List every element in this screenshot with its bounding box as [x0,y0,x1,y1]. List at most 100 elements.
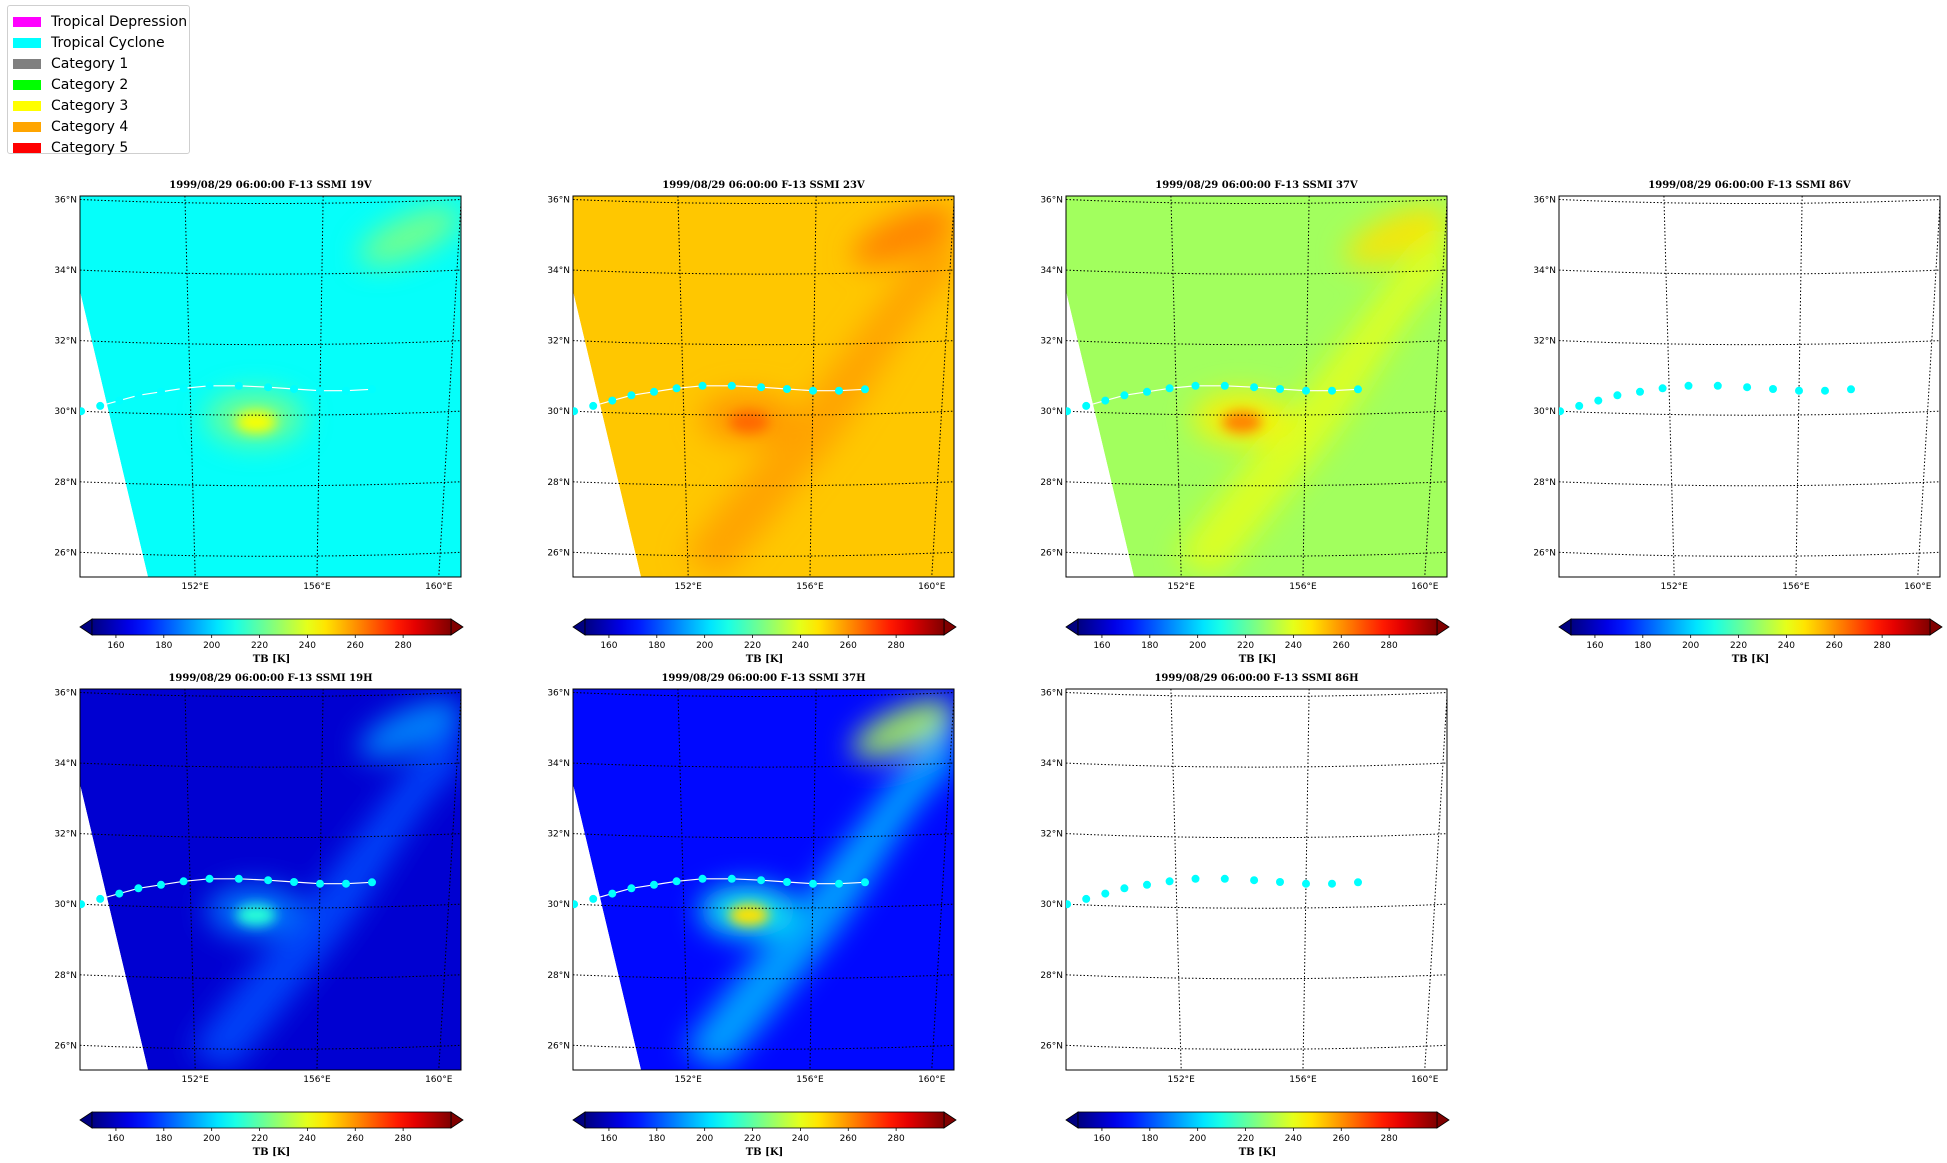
track-point [1082,894,1091,903]
longitude-tick-label: 160°E [425,582,453,592]
track-point [809,386,817,395]
brightness-temperature-panel: 1999/08/29 06:00:00 F-13 SSMI 19V 36°N 34°… [40,180,481,670]
latitude-line [573,481,954,487]
colorbar-tick-label: 160 [1093,1134,1110,1144]
longitude-line [931,196,954,577]
swath-gap [573,784,641,1070]
panel-title: 1999/08/29 06:00:00 F-13 SSMI 37H [661,673,866,684]
brightness-temperature-panel: 1999/08/29 06:00:00 F-13 SSMI 19H 36°N 34°… [40,673,481,1163]
track-point [1250,383,1259,392]
track-point [1713,381,1722,390]
latitude-tick-label: 34°N [1533,266,1556,276]
latitude-tick-label: 28°N [1040,971,1063,981]
colorbar-tick-label: 220 [251,1134,268,1144]
colorbar-tick-label: 200 [696,1134,713,1144]
track-point [96,894,105,903]
storm-track [1559,381,1855,416]
latitude-line [1559,410,1940,416]
track-point [698,381,707,390]
panel-title: 1999/08/29 06:00:00 F-13 SSMI 19V [169,180,372,191]
swath-gap [1066,291,1134,577]
storm-core-group [729,904,769,926]
storm-core [236,411,276,433]
track-point [205,381,214,390]
track-point [316,386,324,395]
colorbar-body: 160 180 200 220 240 260 280 TB [K] [1065,1111,1450,1158]
track-point [1066,900,1072,909]
colorbar-tick-label: 200 [1682,641,1699,651]
latitude-tick-label: 34°N [1040,759,1063,769]
latitude-tick-label: 32°N [1040,830,1063,840]
legend-item: Tropical Cyclone [13,33,165,53]
storm-core [729,411,769,433]
graticule [80,196,461,577]
track-point [627,391,636,400]
longitude-line [184,689,196,1070]
latitude-tick-label: 36°N [1040,196,1063,206]
latitude-tick-label: 34°N [547,759,570,769]
colorbar-tick-label: 280 [1381,641,1398,651]
colorbar-label: TB [K] [1239,1147,1277,1158]
colorbar-tick-label: 260 [1826,641,1843,651]
latitude-tick-label: 34°N [54,266,77,276]
latitude-tick-label: 36°N [547,196,570,206]
colorbar-tick-label: 160 [1093,641,1110,651]
panel-title: 1999/08/29 06:00:00 F-13 SSMI 86H [1154,673,1359,684]
track-point [1795,386,1803,395]
longitude-line [438,689,461,1070]
track-point [861,878,869,887]
longitude-tick-label: 156°E [303,1075,331,1085]
latitude-tick-label: 30°N [1040,900,1063,910]
latitude-line [573,340,954,346]
legend-swatch [13,80,41,90]
track-point [835,386,843,395]
storm-track [1066,381,1362,416]
graticule [1559,196,1940,577]
colorbar-max-extend [1436,1111,1450,1129]
map-area: 36°N 34°N 32°N 30°N 28°N 26°N 152°E 156°E 160°E [547,688,955,1085]
legend-swatch [13,101,41,111]
track-point [115,889,124,898]
storm-track [573,874,869,909]
latitude-line [1066,833,1447,839]
colorbar-label: TB [K] [253,1147,291,1158]
colorbar-tick-label: 220 [1237,1134,1254,1144]
colorbar-label: TB [K] [746,654,784,665]
map-frame [1558,195,1941,578]
track-point [573,407,579,416]
storm-category-legend: Tropical Depression Tropical Cyclone Categ… [7,5,190,156]
track-point [1101,396,1110,405]
colorbar-min-extend [572,618,586,636]
track-point [809,879,817,888]
colorbar: 160 180 200 220 240 260 280 TB [K] [572,618,957,665]
colorbar-label: TB [K] [746,1147,784,1158]
track-point [1328,386,1336,395]
colorbar-gradient [91,618,452,636]
longitude-line [1424,196,1447,577]
latitude-line [573,1044,954,1050]
track-point [1769,385,1777,393]
longitude-tick-label: 156°E [1782,582,1810,592]
track-point [783,385,791,393]
latitude-line [1066,692,1447,697]
longitude-tick-label: 160°E [1904,582,1932,592]
latitude-tick-label: 30°N [1533,407,1556,417]
latitude-line [1559,340,1940,346]
colorbar-tick-label: 160 [600,641,617,651]
track-point [672,384,681,393]
panel-title: 1999/08/29 06:00:00 F-13 SSMI 23V [662,180,865,191]
colorbar-tick-label: 180 [648,1134,665,1144]
storm-core-group [236,904,276,926]
map-plot: 36°N 34°N 32°N 30°N 28°N 26°N 152°E 156°E 160°E [54,688,462,1085]
track-point [290,878,298,886]
moisture-band [683,216,954,577]
latitude-tick-label: 36°N [547,689,570,699]
latitude-line [573,199,954,204]
brightness-temperature-panel: 1999/08/29 06:00:00 F-13 SSMI 37H 36°N 34°… [533,673,974,1163]
track-point [1847,385,1855,394]
track-point [1559,407,1565,416]
track-point [650,387,658,396]
latitude-line [80,340,461,346]
latitude-tick-label: 32°N [54,337,77,347]
colorbar-tick-label: 200 [1189,641,1206,651]
